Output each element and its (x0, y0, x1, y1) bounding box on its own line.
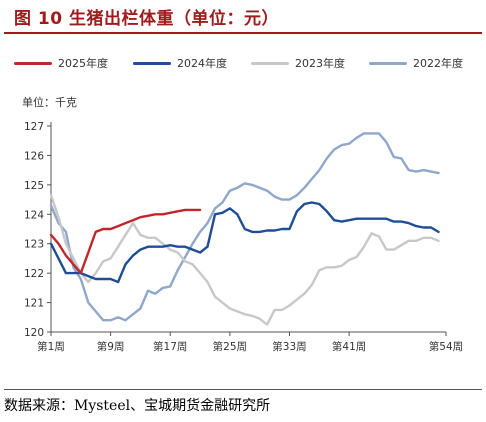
source-rule (4, 389, 482, 390)
y-tick-label: 126 (24, 150, 44, 162)
legend-item-2022: 2022年度 (369, 54, 463, 72)
legend-swatch-2022 (369, 61, 407, 65)
x-tick-label: 第1周 (37, 340, 65, 353)
series-line-2022年度 (49, 132, 440, 322)
legend-item-2023: 2023年度 (251, 54, 345, 72)
y-tick-label: 125 (24, 180, 44, 192)
legend-label-2022: 2022年度 (413, 57, 463, 70)
series-line-2025年度 (49, 208, 202, 275)
line-chart: 120 121 122 123 124 125 126 127 第1周 第9周 第17周 第25周 第3… (24, 121, 463, 353)
figure-header: 图 10 生猪出栏体重（单位：元） (0, 0, 486, 34)
y-tick-label: 124 (24, 209, 44, 221)
y-unit-label: 单位：千克 (22, 96, 77, 109)
x-tick-label: 第33周 (272, 340, 306, 353)
legend-label-2025: 2025年度 (58, 57, 108, 70)
data-source: 数据来源：Mysteel、宝城期货金融研究所 (4, 398, 271, 414)
y-tick-label: 122 (24, 268, 44, 280)
legend-swatch-2023 (251, 61, 289, 65)
legend-item-2024: 2024年度 (133, 54, 227, 72)
series-line-2024年度 (49, 201, 440, 284)
legend-label-2024: 2024年度 (177, 57, 227, 70)
x-tick-label: 第25周 (213, 340, 247, 353)
x-tick-label: 第41周 (332, 340, 366, 353)
figure-title: 图 10 生猪出栏体重（单位：元） (14, 9, 279, 29)
chart-legend: 2025年度 2024年度 2023年度 2022年度 (0, 54, 486, 72)
legend-swatch-2025 (14, 61, 52, 65)
y-tick-label: 120 (24, 327, 44, 339)
y-tick-label: 121 (24, 298, 44, 310)
series-line-2023年度 (49, 193, 440, 326)
y-tick-label: 123 (24, 239, 44, 251)
y-tick-label: 127 (24, 121, 44, 133)
x-tick-label: 第17周 (153, 340, 187, 353)
legend-item-2025: 2025年度 (14, 54, 108, 72)
legend-swatch-2024 (133, 61, 171, 65)
title-rule (4, 32, 482, 34)
legend-label-2023: 2023年度 (295, 57, 345, 70)
x-tick-label: 第9周 (97, 340, 125, 353)
x-tick-label: 第54周 (429, 340, 463, 353)
